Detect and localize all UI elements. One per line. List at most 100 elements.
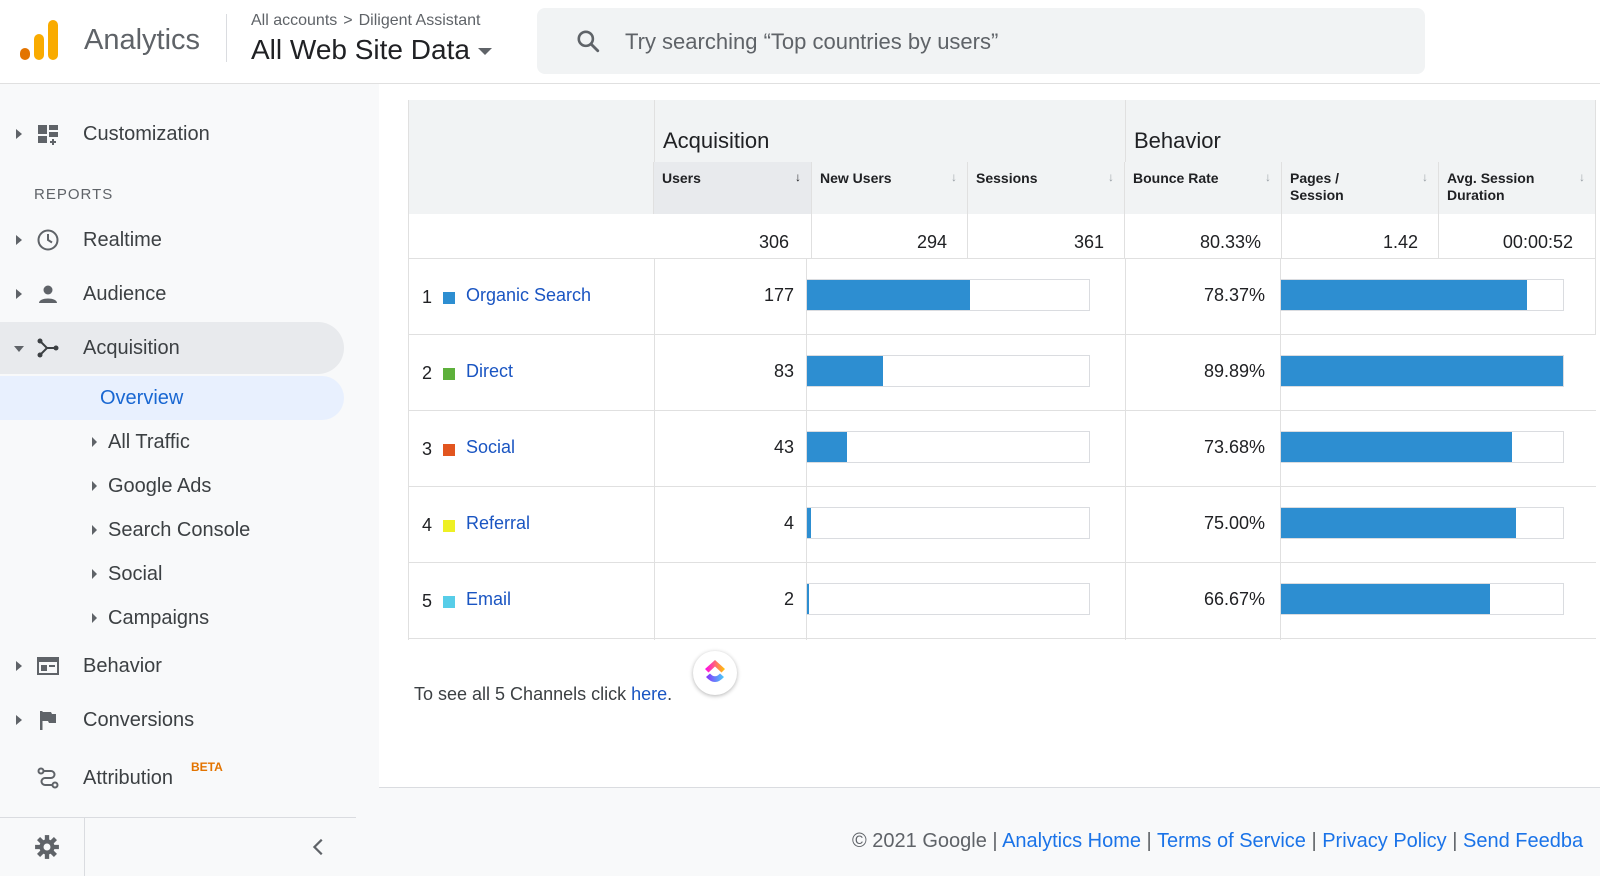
send-feedback-link[interactable]: Send Feedba: [1463, 830, 1584, 852]
sidebar-item-search-console[interactable]: Search Console: [0, 508, 344, 552]
users-bar-fill: [807, 584, 809, 614]
channel-link[interactable]: Referral: [466, 513, 531, 533]
search-input[interactable]: Try searching “Top countries by users”: [625, 29, 999, 54]
sidebar-item-behavior[interactable]: Behavior: [0, 640, 344, 692]
breadcrumb-account[interactable]: Diligent Assistant: [358, 12, 481, 29]
expand-arrow-icon: [92, 437, 97, 447]
total-bounce-rate: 80.33%: [1125, 214, 1282, 259]
table-right-border: [1595, 100, 1596, 334]
group-title: Acquisition: [663, 128, 770, 153]
bounce-rate-value: 75.00%: [1203, 513, 1265, 533]
column-divider: [654, 259, 655, 640]
sort-arrow-icon[interactable]: ↓: [795, 170, 801, 184]
sort-arrow-icon[interactable]: ↓: [951, 170, 957, 184]
sidebar-item-google-ads[interactable]: Google Ads: [0, 464, 344, 508]
bounce-rate-bar-fill: [1281, 584, 1490, 614]
sidebar-item-overview[interactable]: Overview: [0, 376, 344, 420]
total-sessions: 361: [968, 214, 1125, 259]
total-users: 306: [654, 214, 812, 259]
users-value: 2: [783, 589, 794, 609]
sidebar-item-audience[interactable]: Audience: [0, 268, 344, 320]
channel-color-swatch: [443, 596, 455, 608]
sort-arrow-icon[interactable]: ↓: [1108, 170, 1114, 184]
sidebar-item-social[interactable]: Social: [0, 552, 344, 596]
property-selector[interactable]: All Web Site Data: [251, 34, 492, 66]
column-label: Pages / Session: [1290, 170, 1344, 203]
sort-arrow-icon[interactable]: ↓: [1579, 170, 1585, 184]
analytics-logo-icon[interactable]: [20, 20, 60, 62]
expand-arrow-icon: [92, 613, 97, 623]
clock-icon: [37, 229, 59, 251]
sidebar-item-realtime[interactable]: Realtime: [0, 214, 344, 266]
users-bar-fill: [807, 432, 847, 462]
search-icon: [577, 30, 600, 53]
users-value: 43: [773, 437, 794, 457]
flag-icon: [40, 711, 56, 730]
sidebar-item-label: Campaigns: [108, 607, 210, 629]
column-header-new-users[interactable]: New Users ↓: [812, 162, 968, 214]
clickup-extension-icon[interactable]: [693, 651, 737, 695]
table-row: 3 Social 43 73.68%: [408, 411, 1596, 487]
column-header-avg-session-duration[interactable]: Avg. Session Duration ↓: [1439, 162, 1596, 214]
column-header-sessions[interactable]: Sessions ↓: [968, 162, 1125, 214]
row-number: 1: [422, 287, 433, 307]
sort-arrow-icon[interactable]: ↓: [1265, 170, 1271, 184]
reports-section-label: REPORTS: [34, 186, 114, 203]
channel-color-swatch: [443, 444, 455, 456]
row-number: 4: [422, 515, 433, 535]
bounce-rate-value: 73.68%: [1203, 437, 1265, 457]
bounce-rate-bar: [1280, 279, 1564, 311]
breadcrumb-root[interactable]: All accounts: [251, 12, 338, 29]
search-bar[interactable]: Try searching “Top countries by users”: [537, 8, 1425, 74]
beta-badge: BETA: [191, 760, 223, 774]
person-icon: [39, 285, 57, 303]
acquisition-group-header: Acquisition: [654, 100, 1125, 162]
sidebar-item-label: Acquisition: [83, 337, 180, 359]
sidebar-item-acquisition[interactable]: Acquisition: [0, 322, 344, 374]
sidebar-item-label: Google Ads: [108, 475, 212, 497]
expand-arrow-icon: [92, 569, 97, 579]
sidebar-item-conversions[interactable]: Conversions: [0, 694, 344, 746]
sidebar-item-attribution[interactable]: Attribution BETA: [0, 752, 344, 804]
users-value: 177: [763, 285, 794, 305]
column-header-bounce-rate[interactable]: Bounce Rate ↓: [1125, 162, 1282, 214]
privacy-policy-link[interactable]: Privacy Policy: [1322, 830, 1447, 852]
breadcrumb-separator: >: [343, 12, 353, 29]
column-header-users[interactable]: Users ↓: [654, 162, 812, 214]
sidebar-item-all-traffic[interactable]: All Traffic: [0, 420, 344, 464]
channel-link[interactable]: Direct: [466, 361, 514, 381]
bounce-rate-bar-fill: [1281, 508, 1516, 538]
sidebar-item-campaigns[interactable]: Campaigns: [0, 596, 344, 640]
terms-of-service-link[interactable]: Terms of Service: [1156, 830, 1306, 852]
expand-arrow-icon: [16, 129, 22, 139]
channel-link[interactable]: Organic Search: [466, 285, 592, 305]
gear-icon[interactable]: [34, 834, 60, 860]
column-header-pages-session[interactable]: Pages / Session ↓: [1282, 162, 1439, 214]
sort-arrow-icon[interactable]: ↓: [1422, 170, 1428, 184]
sidebar-item-label: Social: [108, 563, 163, 585]
column-label: Avg. Session Duration: [1447, 170, 1535, 203]
expand-arrow-icon: [16, 661, 22, 671]
sidebar-item-label: Attribution: [83, 767, 174, 789]
breadcrumb[interactable]: All accounts > Diligent Assistant: [251, 12, 480, 30]
users-bar-fill: [807, 508, 811, 538]
channel-link[interactable]: Social: [466, 437, 516, 457]
copyright-text: © 2021 Google: [852, 830, 987, 852]
bounce-rate-bar: [1280, 431, 1564, 463]
channels-note: To see all 5 Channels click here.: [414, 684, 672, 705]
users-bar: [806, 279, 1090, 311]
footer-divider: [84, 818, 85, 876]
sidebar-footer: [0, 817, 356, 876]
expand-arrow-icon: [92, 525, 97, 535]
analytics-home-link[interactable]: Analytics Home: [1002, 830, 1141, 852]
channel-link[interactable]: Email: [466, 589, 512, 609]
users-value: 83: [773, 361, 794, 381]
sidebar: Customization REPORTS Realtime Audience …: [0, 84, 356, 876]
bounce-rate-bar: [1280, 355, 1564, 387]
sidebar-item-customization[interactable]: Customization: [0, 108, 344, 160]
users-bar: [806, 583, 1090, 615]
expand-arrow-icon: [16, 235, 22, 245]
see-all-channels-link[interactable]: here: [631, 684, 668, 704]
column-label: New Users: [820, 170, 892, 186]
chevron-left-icon[interactable]: [308, 836, 330, 858]
